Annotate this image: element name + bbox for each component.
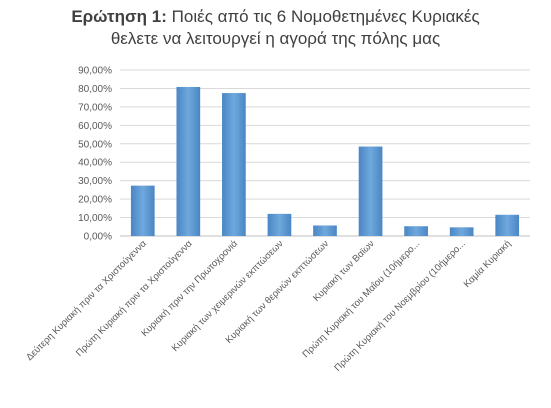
y-tick-label: 60,00% <box>78 121 112 132</box>
x-category-label: Καμία Κυριακή <box>462 238 514 290</box>
chart-title-prefix: Ερώτηση 1: <box>71 7 167 26</box>
chart-title-text-1: Ποιές από τις 6 Νομοθετημένες Κυριακές <box>171 7 480 26</box>
y-tick-label: 50,00% <box>78 139 112 150</box>
bar <box>267 213 292 236</box>
chart-title-line-2: θελετε να λειτουργεί η αγορά της πόλης μ… <box>110 29 441 48</box>
y-tick-label: 90,00% <box>78 66 112 77</box>
bar <box>130 185 155 236</box>
bar <box>495 214 520 236</box>
bar <box>313 225 337 236</box>
y-tick-label: 20,00% <box>78 195 112 206</box>
y-tick-label: 0,00% <box>84 232 112 243</box>
y-tick-label: 30,00% <box>78 176 112 187</box>
x-axis: Δεύτερη Κυριακή πριν τα ΧριστούγενναΠρώτ… <box>24 238 513 374</box>
y-tick-label: 70,00% <box>78 102 112 113</box>
bar <box>222 93 246 236</box>
x-category-label: Κυριακή πριν την Πρωτοχρονιά <box>139 238 240 339</box>
bar <box>176 86 201 236</box>
chart-title-line-1: Ερώτηση 1: Ποιές από τις 6 Νομοθετημένες… <box>0 6 551 28</box>
y-tick-label: 80,00% <box>78 84 112 95</box>
y-axis: 0,00% 10,00% 20,00% 30,00% 40,00% 50,00% 60,00… <box>78 66 112 243</box>
bar <box>404 226 428 236</box>
y-tick-label: 40,00% <box>78 158 112 169</box>
bars <box>130 86 520 236</box>
bar <box>449 227 474 236</box>
y-tick-label: 10,00% <box>78 213 112 224</box>
bar <box>358 146 383 236</box>
chart-title: Ερώτηση 1: Ποιές από τις 6 Νομοθετημένες… <box>0 6 551 50</box>
